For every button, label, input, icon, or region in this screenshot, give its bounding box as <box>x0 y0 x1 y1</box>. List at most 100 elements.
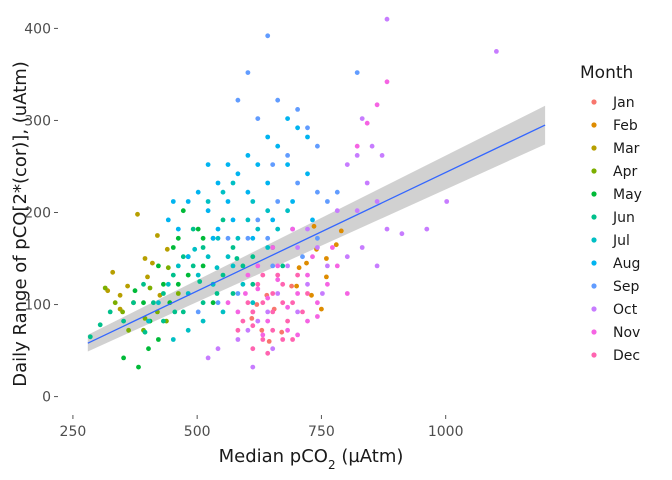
data-point-mar <box>150 260 155 266</box>
data-point-sep <box>315 189 320 195</box>
data-point-may <box>180 208 186 214</box>
data-point-sep <box>245 70 251 75</box>
data-point-sep <box>275 97 281 103</box>
data-point-nov <box>374 102 380 108</box>
data-point-apr <box>112 300 118 306</box>
data-point-nov <box>305 318 310 324</box>
x-tick-label: 750 <box>308 424 335 440</box>
data-point-dec <box>280 281 286 287</box>
data-point-dec <box>280 337 286 342</box>
data-point-aug <box>265 134 271 140</box>
data-point-jul <box>230 180 236 186</box>
legend-label-apr: Apr <box>613 164 637 180</box>
legend-label-mar: Mar <box>613 141 640 157</box>
data-point-jun <box>107 309 113 315</box>
legend-label-jun: Jun <box>612 210 635 226</box>
data-point-jul <box>195 272 201 278</box>
data-point-jun <box>200 245 206 250</box>
x-tick-label: 1000 <box>428 424 464 440</box>
y-axis-title-group: Daily Range of pCO[2*(cor)], (uAtm) <box>10 61 31 387</box>
data-point-nov <box>270 245 276 250</box>
data-point-oct <box>255 318 261 324</box>
data-point-oct <box>374 263 380 269</box>
data-point-sep <box>305 125 310 131</box>
data-point-oct <box>369 143 375 149</box>
data-point-may <box>200 263 206 269</box>
data-point-jul <box>225 254 231 260</box>
data-point-dec <box>250 346 256 352</box>
y-tick-label: 100 <box>24 298 51 314</box>
x-axis-title-subscript: 2 <box>328 458 336 472</box>
data-point-jul <box>146 318 151 324</box>
data-point-aug <box>285 162 290 168</box>
data-point-jun <box>190 263 196 269</box>
data-point-aug <box>195 189 201 195</box>
data-point-apr <box>120 309 125 315</box>
data-point-oct <box>359 116 365 121</box>
data-point-dec <box>240 318 246 324</box>
data-point-sep <box>285 153 290 158</box>
data-point-jul <box>156 300 161 306</box>
legend-label-oct: Oct <box>613 302 638 318</box>
data-point-dec <box>270 309 276 315</box>
data-point-jul <box>205 199 211 204</box>
data-point-jul <box>235 235 241 241</box>
legend-key-aug <box>591 260 597 266</box>
data-point-may <box>170 245 176 250</box>
data-point-jun <box>240 263 246 269</box>
data-point-aug <box>185 199 191 204</box>
data-point-dec <box>260 272 266 278</box>
data-point-jul <box>245 217 251 223</box>
data-point-sep <box>265 235 271 241</box>
data-point-sep <box>245 235 251 241</box>
legend-key-nov <box>591 329 597 335</box>
data-point-jul <box>165 281 171 287</box>
data-point-sep <box>295 180 300 186</box>
data-point-nov <box>295 332 300 338</box>
data-point-nov <box>325 281 330 287</box>
data-point-oct <box>235 337 241 342</box>
data-point-oct <box>374 199 380 204</box>
data-point-apr <box>147 285 153 291</box>
data-point-feb <box>296 265 302 271</box>
data-point-sep <box>315 235 320 241</box>
data-point-jun <box>180 254 186 260</box>
data-point-jun <box>230 291 236 296</box>
data-point-nov <box>265 295 271 301</box>
data-point-jul <box>250 199 256 204</box>
data-point-nov <box>255 286 261 292</box>
data-point-oct <box>344 162 350 168</box>
data-point-sep <box>354 70 360 75</box>
data-point-nov <box>315 314 320 319</box>
data-point-dec <box>250 309 256 315</box>
data-point-may <box>175 281 181 287</box>
legend-label-dec: Dec <box>613 348 640 364</box>
data-point-dec <box>295 272 300 278</box>
data-point-oct <box>305 226 310 232</box>
data-point-may <box>121 355 126 361</box>
data-point-jun <box>121 318 126 324</box>
y-tick-label: 0 <box>42 390 51 406</box>
data-point-jun <box>87 334 93 340</box>
x-axis-title-unit: (µAtm) <box>336 446 404 467</box>
data-point-aug <box>305 171 310 177</box>
data-point-nov <box>384 79 390 85</box>
data-point-jul <box>220 309 226 315</box>
legend-label-may: May <box>613 187 642 203</box>
data-point-sep <box>295 107 300 112</box>
data-point-oct <box>354 153 360 158</box>
data-point-nov <box>255 263 261 269</box>
x-tick-label: 500 <box>184 424 211 440</box>
data-point-jul <box>215 235 221 241</box>
data-point-sep <box>325 199 330 204</box>
data-point-sep <box>270 162 276 168</box>
data-point-oct <box>344 254 350 260</box>
data-point-jun <box>172 309 178 315</box>
legend-label-aug: Aug <box>613 256 640 272</box>
data-point-jul <box>205 254 211 260</box>
data-point-jul <box>214 265 220 271</box>
data-point-jan <box>249 316 255 321</box>
data-point-oct <box>494 49 499 54</box>
legend: Month Jan Feb Mar Apr May Jun Jul Aug Sep Oct Nov D… <box>580 63 642 364</box>
data-point-nov <box>285 304 290 310</box>
